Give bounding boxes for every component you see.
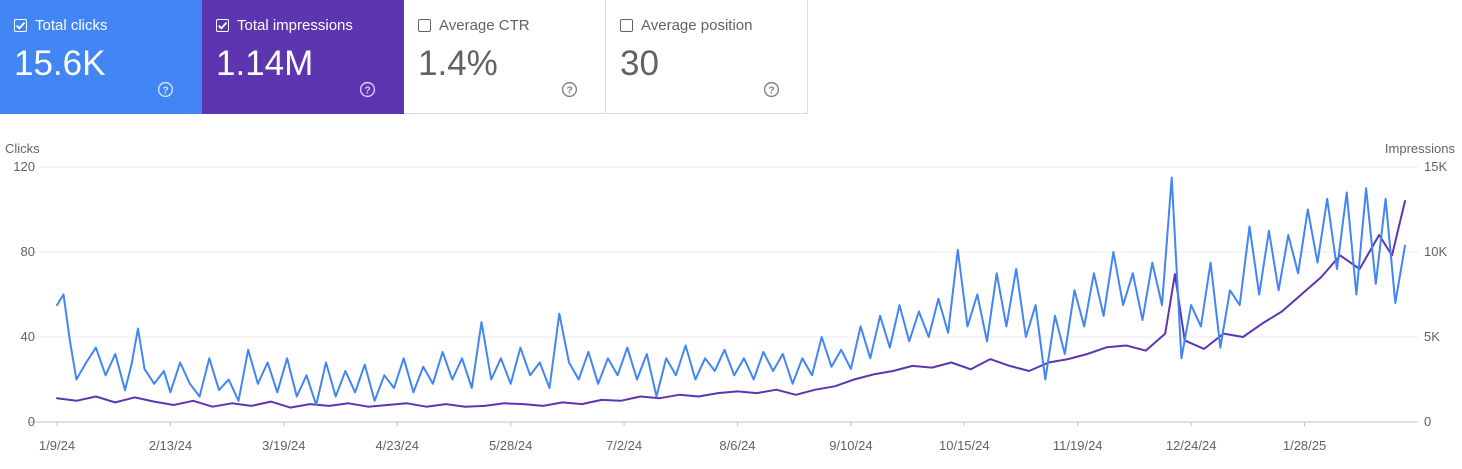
impressions-series-line (56, 200, 1406, 409)
x-tick-label: 8/6/24 (719, 438, 755, 453)
help-circle-icon[interactable]: ? (763, 81, 780, 98)
total-clicks-card[interactable]: Total clicks 15.6K ? (0, 0, 202, 114)
x-tick-label: 9/10/24 (829, 438, 872, 453)
x-tick-label: 12/24/24 (1166, 438, 1217, 453)
svg-text:?: ? (162, 85, 168, 96)
x-tick-label: 5/28/24 (489, 438, 532, 453)
right-tick-label: 0 (1424, 414, 1431, 429)
chart-series (56, 176, 1406, 409)
average-position-label: Average position (641, 17, 753, 34)
right-tick-label: 5K (1424, 329, 1440, 344)
left-tick-label: 40 (21, 329, 35, 344)
right-axis-label: Impressions (1385, 141, 1456, 156)
left-axis-ticks: 0 40 80 120 (13, 159, 35, 429)
svg-text:?: ? (768, 85, 774, 96)
x-tick-label: 4/23/24 (376, 438, 419, 453)
check-icon (15, 21, 26, 30)
total-impressions-card[interactable]: Total impressions 1.14M ? (202, 0, 404, 114)
clicks-series-line (56, 176, 1406, 406)
average-ctr-value: 1.4% (418, 44, 498, 83)
total-clicks-checkbox[interactable] (14, 19, 27, 32)
left-tick-label: 80 (21, 244, 35, 259)
right-tick-label: 15K (1424, 159, 1447, 174)
total-impressions-label: Total impressions (237, 17, 353, 34)
x-tick-label: 1/9/24 (39, 438, 75, 453)
total-impressions-checkbox[interactable] (216, 19, 229, 32)
total-clicks-value: 15.6K (14, 44, 106, 83)
x-tick-label: 11/19/24 (1053, 438, 1103, 453)
left-axis-label: Clicks (5, 141, 40, 156)
total-impressions-value: 1.14M (216, 44, 314, 83)
chart-grid (30, 166, 1418, 423)
total-clicks-label: Total clicks (35, 17, 108, 34)
check-icon (217, 21, 228, 30)
left-tick-label: 0 (28, 414, 35, 429)
average-position-card[interactable]: Average position 30 ? (606, 0, 808, 114)
average-ctr-checkbox[interactable] (418, 19, 431, 32)
x-tick-label: 3/19/24 (262, 438, 305, 453)
average-ctr-label: Average CTR (439, 17, 530, 34)
right-tick-label: 10K (1424, 244, 1447, 259)
help-circle-icon[interactable]: ? (561, 81, 578, 98)
svg-text:?: ? (364, 85, 370, 96)
help-circle-icon[interactable]: ? (359, 81, 376, 98)
x-tick-label: 1/28/25 (1283, 438, 1326, 453)
right-axis-ticks: 0 5K 10K 15K (1424, 159, 1447, 429)
metric-cards: Total clicks 15.6K ? Total impressions 1… (0, 0, 808, 114)
x-tick-label: 7/2/24 (606, 438, 642, 453)
performance-chart[interactable]: Clicks Impressions 0 40 80 120 0 5K 10K 15K 1/… (0, 130, 1462, 469)
x-tick-label: 2/13/24 (149, 438, 192, 453)
average-position-checkbox[interactable] (620, 19, 633, 32)
svg-text:?: ? (566, 85, 572, 96)
x-tick-label: 10/15/24 (939, 438, 990, 453)
help-circle-icon[interactable]: ? (157, 81, 174, 98)
average-ctr-card[interactable]: Average CTR 1.4% ? (404, 0, 606, 114)
left-tick-label: 120 (13, 159, 35, 174)
average-position-value: 30 (620, 44, 659, 83)
x-axis-ticks: 1/9/24 2/13/24 3/19/24 4/23/24 5/28/24 7/2/24… (39, 422, 1326, 453)
